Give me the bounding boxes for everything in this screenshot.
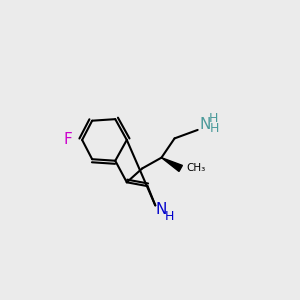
Polygon shape — [161, 158, 182, 172]
Text: H: H — [164, 210, 174, 223]
Text: N: N — [200, 117, 211, 132]
Text: H: H — [209, 112, 218, 125]
Text: H: H — [210, 122, 219, 135]
Text: N: N — [156, 202, 167, 217]
Text: F: F — [64, 133, 73, 148]
Text: CH₃: CH₃ — [187, 163, 206, 173]
